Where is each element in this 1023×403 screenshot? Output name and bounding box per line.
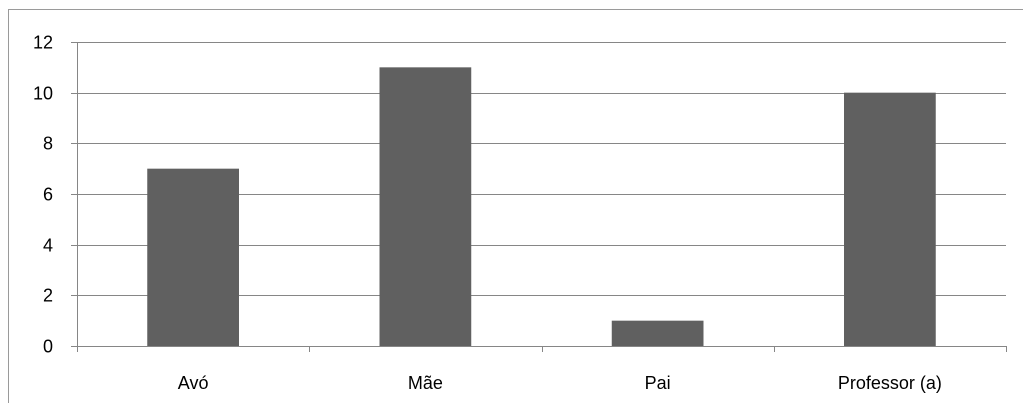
bar-av (147, 168, 239, 346)
bar-pai (611, 320, 704, 346)
bars (147, 67, 936, 347)
y-tick-label: 0 (43, 337, 53, 357)
axes (71, 42, 1007, 352)
chart-frame (8, 9, 1023, 403)
labels: 0 2 4 6 8 10 12 Avó Mãe Pai Professor (a) (33, 33, 942, 394)
y-tick-label: 4 (43, 236, 53, 256)
y-tick-label: 6 (43, 185, 53, 205)
y-tick-label: 2 (43, 286, 53, 306)
x-category-label: Pai (645, 373, 671, 393)
y-tick-label: 12 (33, 33, 53, 53)
bar-professor-a (844, 92, 936, 347)
y-tick-label: 10 (33, 84, 53, 104)
x-category-label: Mãe (408, 373, 443, 393)
y-tick-label: 8 (43, 134, 53, 154)
bar-m-e (379, 67, 472, 346)
x-category-label: Professor (a) (838, 373, 942, 393)
x-category-label: Avó (178, 373, 209, 393)
